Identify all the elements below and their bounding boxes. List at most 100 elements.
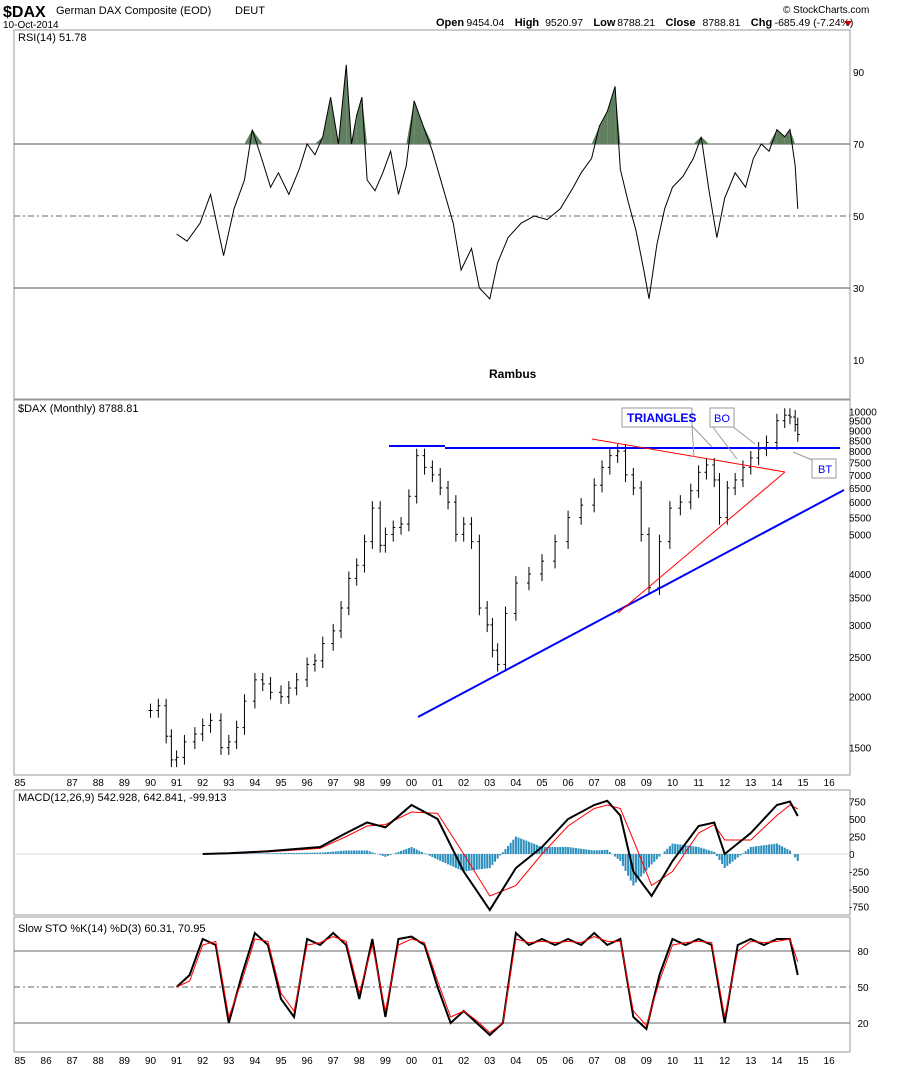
rsi-overbought-fill <box>784 129 790 144</box>
symbol: $DAX <box>3 4 46 21</box>
price-panel <box>13 399 851 776</box>
bo-box <box>709 407 735 428</box>
macd-histogram-bar <box>353 850 356 854</box>
macd-histogram-bar <box>488 854 491 868</box>
price-x-tick-label: 91 <box>171 778 183 789</box>
stochastic-x-tick-label: 06 <box>563 1056 575 1067</box>
rambus-annotation: Rambus <box>489 367 537 381</box>
rsi-overbought-fill <box>406 100 415 144</box>
price-tick-label: 1500 <box>849 744 872 755</box>
macd-histogram-bar <box>428 854 431 856</box>
macd-histogram-bar <box>637 854 640 880</box>
macd-histogram-bar <box>246 853 249 854</box>
macd-histogram-bar <box>321 852 324 854</box>
macd-histogram-bar <box>465 854 468 872</box>
stochastic-x-tick-label: 92 <box>197 1056 209 1067</box>
macd-histogram-bar <box>728 854 731 864</box>
stochastic-x-tick-label: 93 <box>223 1056 235 1067</box>
macd-histogram-bar <box>721 854 724 864</box>
price-x-tick-label: 16 <box>824 778 836 789</box>
price-tick-label: 9500 <box>849 417 872 428</box>
stochastic-x-tick-label: 04 <box>510 1056 522 1067</box>
macd-histogram-bar <box>658 854 661 857</box>
price-x-tick-label: 98 <box>354 778 366 789</box>
macd-histogram-bar <box>504 849 507 854</box>
macd-histogram-bar <box>794 854 797 858</box>
macd-histogram-bar <box>298 852 301 854</box>
rsi-overbought-fill <box>356 97 362 144</box>
macd-histogram-bar <box>436 854 439 860</box>
stochastic-x-tick-label: 95 <box>275 1056 287 1067</box>
stochastic-tick-label: 50 <box>857 983 869 994</box>
stochastic-x-tick-label: 94 <box>249 1056 261 1067</box>
macd-histogram-bar <box>770 844 773 854</box>
macd-histogram-bar <box>535 844 538 854</box>
macd-histogram-bar <box>585 849 588 854</box>
stochastic-x-tick-label: 98 <box>354 1056 366 1067</box>
macd-histogram-bar <box>285 853 288 854</box>
macd-tick-label: 500 <box>849 815 866 826</box>
macd-histogram-bar <box>713 851 716 854</box>
stochastic-k-line <box>175 930 799 1037</box>
stochastic-x-tick-label: 09 <box>641 1056 653 1067</box>
price-tick-label: 7500 <box>849 459 872 470</box>
price-x-tick-label: 94 <box>249 778 261 789</box>
ohlc-value: 9520.97 <box>545 17 583 29</box>
ohlc-label: Low <box>593 17 615 29</box>
macd-histogram-bar <box>274 853 277 854</box>
macd-histogram-bar <box>366 850 369 854</box>
macd-histogram-bar <box>768 844 771 854</box>
macd-histogram-bar <box>355 850 358 854</box>
rsi-tick-label: 10 <box>853 356 865 367</box>
stochastic-x-tick-label: 08 <box>615 1056 627 1067</box>
macd-histogram-bar <box>747 849 750 854</box>
macd-histogram-bar <box>431 854 434 858</box>
price-x-tick-label: 01 <box>432 778 444 789</box>
macd-histogram-bar <box>332 851 335 854</box>
macd-histogram-bar <box>522 839 525 854</box>
macd-histogram-bar <box>702 848 705 854</box>
macd-histogram-bar <box>533 843 536 854</box>
macd-histogram-bar <box>593 850 596 854</box>
macd-histogram-bar <box>723 854 726 868</box>
x-axes: 85 87 88 89 90 91 92 93 94 95 96 97 98 99 00 01 02 03 04 05… <box>14 778 835 1067</box>
macd-histogram-bar <box>441 854 444 862</box>
symbol-name: German DAX Composite (EOD) <box>56 5 211 17</box>
macd-histogram-bar <box>507 845 510 854</box>
stochastic-plot: 20 50 80 <box>14 930 869 1037</box>
stochastic-x-tick-label: 15 <box>797 1056 809 1067</box>
macd-histogram-bar <box>337 851 340 854</box>
macd-histogram-bar <box>556 847 559 854</box>
macd-tick-label: 250 <box>849 833 866 844</box>
rsi-overbought-fill <box>607 86 616 144</box>
macd-tick-label: 0 <box>849 850 855 861</box>
macd-histogram-bar <box>379 854 382 855</box>
macd-histogram-bar <box>572 847 575 854</box>
macd-histogram-bar <box>569 847 572 854</box>
price-x-tick-label: 13 <box>745 778 757 789</box>
macd-histogram-bar <box>650 854 653 865</box>
macd-histogram-bar <box>454 854 457 868</box>
macd-histogram-bar <box>546 847 549 854</box>
stochastic-legend: Slow STO %K(14) %D(3) 60.31, 70.95 <box>18 923 206 935</box>
macd-histogram-bar <box>587 849 590 854</box>
macd-histogram-bar <box>645 854 648 871</box>
price-x-tick-label: 05 <box>536 778 548 789</box>
macd-histogram-bar <box>640 854 643 877</box>
stochastic-tick-label: 80 <box>857 947 869 958</box>
macd-histogram-bar <box>509 842 512 854</box>
macd-histogram-bar <box>705 849 708 854</box>
stochastic-x-tick-label: 89 <box>119 1056 131 1067</box>
macd-histogram-bar <box>796 854 799 861</box>
macd-histogram-bar <box>253 853 256 854</box>
macd-histogram-bar <box>491 854 494 865</box>
stochastic-x-tick-label: 13 <box>745 1056 757 1067</box>
ohlc-label: Open <box>436 17 464 29</box>
stochastic-x-tick-label: 88 <box>93 1056 105 1067</box>
macd-histogram-bar <box>342 850 345 854</box>
macd-histogram-bar <box>676 844 679 854</box>
macd-histogram-bar <box>475 854 478 870</box>
stochastic-tick-label: 20 <box>857 1019 869 1030</box>
triangles-pointer <box>691 425 695 458</box>
